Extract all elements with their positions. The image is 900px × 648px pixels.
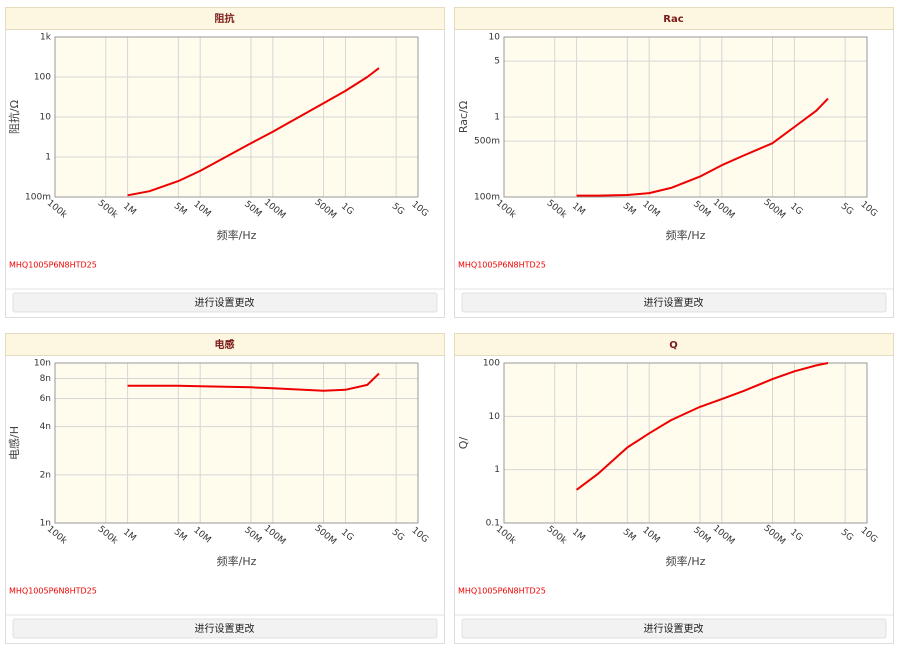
data-line (127, 67, 380, 197)
plot-area (504, 363, 867, 523)
x-axis-title: 频率/Hz (666, 228, 706, 242)
y-tick-label: 5 (494, 57, 500, 67)
plot-border (503, 362, 868, 524)
chart-title: Q (669, 340, 678, 351)
settings-button[interactable] (461, 618, 887, 639)
data-line (576, 97, 829, 197)
annotation: MHQ1005P6N8HTD25 (9, 261, 97, 270)
x-axis-title: 频率/Hz (666, 554, 706, 568)
button-label[interactable]: 进行设置更改 (195, 296, 255, 309)
y-tick-label: 100m (25, 193, 51, 203)
chart-title: 阻抗 (215, 12, 235, 25)
panel-header (454, 7, 894, 30)
y-tick-label: 100m (474, 193, 500, 203)
button-label[interactable]: 进行设置更改 (644, 296, 704, 309)
data-line (576, 362, 829, 491)
y-tick-label: 1 (494, 465, 500, 475)
y-tick-label: 1 (494, 113, 500, 123)
button-label[interactable]: 进行设置更改 (644, 622, 704, 635)
y-tick-label: 1k (40, 33, 52, 43)
y-tick-label: 6n (40, 394, 51, 404)
y-axis-title: Rac/Ω (457, 101, 470, 133)
annotation: MHQ1005P6N8HTD25 (9, 587, 97, 596)
settings-button[interactable] (461, 292, 887, 313)
plot-area (55, 363, 418, 523)
y-tick-label: 8n (40, 374, 51, 384)
y-tick-label: 100 (34, 73, 51, 83)
annotation: MHQ1005P6N8HTD25 (458, 587, 546, 596)
y-tick-label: 10 (489, 33, 501, 43)
y-axis-title: 电感/H (8, 426, 21, 460)
settings-button[interactable] (12, 292, 438, 313)
data-line (127, 372, 380, 392)
plot-border (54, 362, 419, 524)
x-axis-title: 频率/Hz (217, 554, 257, 568)
y-tick-label: 10 (489, 412, 501, 422)
annotation: MHQ1005P6N8HTD25 (458, 261, 546, 270)
y-tick-label: 500m (474, 137, 500, 147)
y-tick-label: 1 (45, 153, 51, 163)
y-tick-label: 100 (483, 359, 500, 369)
y-tick-label: 4n (40, 422, 51, 432)
y-tick-label: 0.1 (486, 519, 500, 529)
plot-border (54, 36, 419, 198)
y-tick-label: 1n (40, 519, 51, 529)
button-label[interactable]: 进行设置更改 (195, 622, 255, 635)
y-tick-label: 10n (34, 359, 51, 369)
y-tick-label: 10 (40, 113, 52, 123)
chart-title: 电感 (215, 338, 235, 351)
y-tick-label: 2n (40, 470, 51, 480)
panel-header (5, 333, 445, 356)
plot-border (503, 36, 868, 198)
settings-button[interactable] (12, 618, 438, 639)
chart-title: Rac (663, 14, 683, 25)
panel-header (5, 7, 445, 30)
panel-header (454, 333, 894, 356)
x-axis-title: 频率/Hz (217, 228, 257, 242)
y-axis-title: Q/ (457, 437, 470, 450)
y-axis-title: 阻抗/Ω (7, 100, 21, 134)
